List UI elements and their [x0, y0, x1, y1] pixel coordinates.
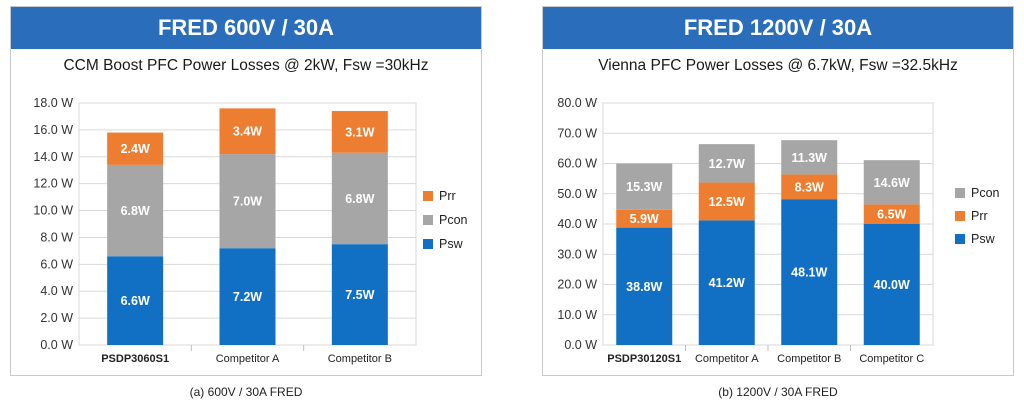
bar-segment-pcon: [616, 163, 673, 210]
y-tick-label: 70.0 W: [557, 126, 597, 140]
data-label: 41.2W: [709, 276, 745, 290]
x-tick-label: PSDP30120S1: [607, 353, 681, 365]
panel-banner: FRED 1200V / 30A: [543, 7, 1013, 49]
data-label: 6.6W: [121, 294, 150, 308]
bar-segment-psw: [107, 256, 164, 345]
data-label: 7.2W: [233, 290, 262, 304]
bar-segment-prr: [219, 108, 276, 155]
y-tick-label: 0.0 W: [564, 338, 597, 352]
legend-swatch-psw: [423, 239, 433, 249]
bar-segment-pcon: [331, 152, 388, 245]
bar-segment-prr: [698, 182, 755, 221]
y-tick-label: 20.0 W: [557, 278, 597, 292]
y-tick-label: 8.0 W: [40, 230, 73, 244]
legend-label-prr: Prr: [971, 209, 988, 223]
bar-segment-psw: [331, 244, 388, 345]
legend-swatch-psw: [955, 234, 965, 244]
bar-segment-psw: [863, 224, 920, 345]
data-label: 6.8W: [345, 192, 374, 206]
x-tick-label: Competitor A: [695, 353, 759, 365]
y-tick-label: 18.0 W: [33, 96, 73, 110]
bar-segment-psw: [219, 248, 276, 345]
bar-segment-pcon: [781, 140, 838, 175]
data-label: 7.0W: [233, 195, 262, 209]
bar-segment-psw: [781, 199, 838, 345]
data-label: 3.1W: [345, 125, 374, 139]
data-label: 8.3W: [795, 180, 824, 194]
data-label: 7.5W: [345, 288, 374, 302]
legend-label-prr: Prr: [439, 189, 456, 203]
y-tick-label: 10.0 W: [33, 204, 73, 218]
y-tick-label: 2.0 W: [40, 311, 73, 325]
legend-label-psw: Psw: [439, 237, 464, 251]
stacked-bar-chart-1200v: 0.0 W 10.0 W 20.0 W 30.0 W 40.0 W 50.0 W 60.0 …: [557, 96, 1000, 365]
data-label: 5.9W: [630, 212, 659, 226]
legend-swatch-prr: [423, 191, 433, 201]
legend-label-psw: Psw: [971, 232, 996, 246]
data-label: 12.5W: [709, 195, 745, 209]
panel-banner: FRED 600V / 30A: [11, 7, 481, 49]
data-label: 38.8W: [626, 280, 662, 294]
y-tick-label: 6.0 W: [40, 257, 73, 271]
chart-panel-1200v: FRED 1200V / 30A Vienna PFC Power Losses…: [542, 6, 1014, 376]
data-label: 6.5W: [877, 208, 906, 222]
bar-segment-prr: [107, 132, 164, 165]
bar-segment-pcon: [698, 144, 755, 183]
data-label: 3.4W: [233, 125, 262, 139]
y-tick-label: 0.0 W: [40, 338, 73, 352]
figure-caption: (b) 1200V / 30A FRED: [718, 385, 838, 399]
bar-segment-pcon: [219, 154, 276, 249]
chart-title: Vienna PFC Power Losses @ 6.7kW, Fsw =32…: [598, 57, 958, 74]
y-tick-label: 16.0 W: [33, 123, 73, 137]
data-label: 15.3W: [626, 180, 662, 194]
bar-segment-prr: [331, 111, 388, 153]
bar-segment-pcon: [107, 164, 164, 257]
y-tick-label: 12.0 W: [33, 177, 73, 191]
legend-swatch-pcon: [955, 188, 965, 198]
x-tick-label: PSDP3060S1: [101, 353, 169, 365]
y-tick-label: 50.0 W: [557, 187, 597, 201]
legend-label-pcon: Pcon: [439, 213, 468, 227]
legend-swatch-prr: [955, 211, 965, 221]
y-tick-label: 40.0 W: [557, 217, 597, 231]
data-label: 12.7W: [709, 157, 745, 171]
y-tick-label: 4.0 W: [40, 284, 73, 298]
bar-segment-prr: [863, 204, 920, 224]
data-label: 48.1W: [791, 266, 827, 280]
legend-label-pcon: Pcon: [971, 186, 1000, 200]
figure-caption: (a) 600V / 30A FRED: [189, 385, 303, 399]
x-tick-label: Competitor C: [859, 353, 924, 365]
bar-segment-psw: [616, 227, 673, 345]
data-label: 2.4W: [121, 142, 150, 156]
x-tick-label: Competitor B: [328, 353, 392, 365]
stacked-bar-chart-600v: 0.0 W 2.0 W 4.0 W 6.0 W 8.0 W 10.0 W 12.0 W 14.…: [33, 96, 468, 365]
y-tick-label: 10.0 W: [557, 308, 597, 322]
bar-segment-pcon: [863, 160, 920, 205]
bar-segment-prr: [781, 174, 838, 200]
y-tick-label: 80.0 W: [557, 96, 597, 110]
chart-title: CCM Boost PFC Power Losses @ 2kW, Fsw =3…: [63, 57, 429, 74]
legend-swatch-pcon: [423, 215, 433, 225]
x-tick-label: Competitor B: [777, 353, 841, 365]
chart-panel-600v: FRED 600V / 30A CCM Boost PFC Power Loss…: [10, 6, 482, 376]
data-label: 6.8W: [121, 204, 150, 218]
bar-segment-prr: [616, 209, 673, 228]
bar-segment-psw: [698, 220, 755, 345]
data-label: 40.0W: [874, 278, 910, 292]
y-tick-label: 14.0 W: [33, 150, 73, 164]
data-label: 14.6W: [874, 176, 910, 190]
y-tick-label: 30.0 W: [557, 247, 597, 261]
data-label: 11.3W: [792, 151, 828, 165]
y-tick-label: 60.0 W: [557, 157, 597, 171]
x-tick-label: Competitor A: [216, 353, 280, 365]
